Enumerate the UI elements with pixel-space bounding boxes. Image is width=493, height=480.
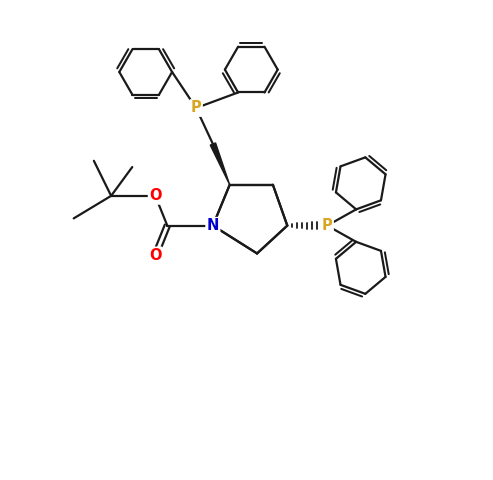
Text: P: P: [191, 100, 202, 116]
Text: P: P: [322, 218, 332, 233]
Text: O: O: [149, 188, 162, 204]
Text: O: O: [149, 248, 162, 263]
Text: P: P: [191, 100, 202, 116]
Text: N: N: [207, 218, 219, 233]
Text: O: O: [149, 188, 162, 204]
Polygon shape: [210, 143, 230, 185]
Text: N: N: [207, 218, 219, 233]
Text: O: O: [149, 248, 162, 263]
Text: P: P: [322, 218, 332, 233]
